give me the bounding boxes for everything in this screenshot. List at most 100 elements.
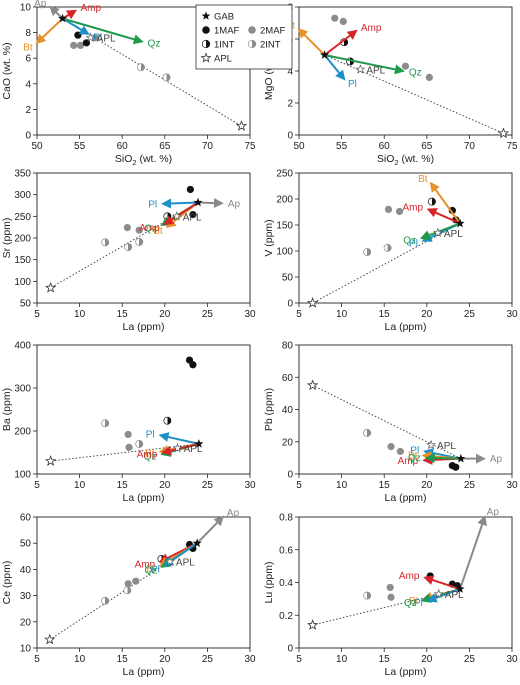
point-2maf xyxy=(123,224,131,232)
vector-label-amp: Amp xyxy=(135,560,156,571)
y-tick-label: 100 xyxy=(276,247,293,258)
plot-frame xyxy=(36,516,251,649)
legend-entry-2int: 2INT xyxy=(247,40,281,51)
x-tick-label: 75 xyxy=(244,141,256,152)
x-axis-title: La (ppm) xyxy=(384,492,426,504)
y-axis-title: Ba (ppm) xyxy=(1,388,13,431)
vector-label-bt: Bt xyxy=(23,42,33,53)
y-tick-label: 10 xyxy=(20,3,32,14)
y-tick-label: 150 xyxy=(276,221,293,232)
x-tick-label: 15 xyxy=(379,480,391,491)
y-tick-label: 30 xyxy=(20,591,32,602)
x-tick-label: 20 xyxy=(421,309,433,320)
y-tick-label: 6 xyxy=(25,54,31,65)
x-axis-title: La (ppm) xyxy=(384,321,426,333)
point-2int xyxy=(383,243,392,252)
legend-entry-2maf: 2MAF xyxy=(248,26,286,37)
vector-pl xyxy=(62,17,90,35)
point-2maf xyxy=(386,583,394,592)
x-tick-label: 20 xyxy=(159,654,171,665)
plot-frame xyxy=(36,172,251,304)
apl-point xyxy=(171,211,182,221)
point-2int xyxy=(136,63,145,72)
vector-label-bt: Bt xyxy=(153,226,163,237)
vector-label-ap: Ap xyxy=(227,508,240,519)
vector-bt xyxy=(429,181,461,225)
x-tick-label: 65 xyxy=(159,141,171,152)
x-tick-label: 15 xyxy=(117,309,129,320)
annotation-apl: APL xyxy=(184,444,203,455)
vector-label-pl: Pl xyxy=(151,564,160,575)
apl-point xyxy=(426,439,436,450)
y-tick-label: 250 xyxy=(14,212,31,223)
vector-pl xyxy=(158,432,200,445)
point-1maf xyxy=(448,206,456,215)
vector-pl xyxy=(323,54,346,81)
x-tick-label: 25 xyxy=(464,654,476,665)
vector-pl xyxy=(426,588,461,603)
point-2maf xyxy=(425,73,433,81)
vector-qz xyxy=(62,17,144,45)
vector-label-amp: Amp xyxy=(139,223,160,234)
y-tick-label: 60 xyxy=(20,513,32,524)
y-axis-title: Pb (ppm) xyxy=(263,388,275,431)
point-2maf xyxy=(125,443,133,451)
vector-bt xyxy=(35,17,64,45)
point-2maf xyxy=(132,577,140,585)
legend-symbol-half-dot xyxy=(201,39,211,49)
panel-mgo-vs-sio2: 50556065707502468SiO2 (wt. %)MgO (wt. %)… xyxy=(263,3,518,168)
apl-point xyxy=(172,443,183,453)
point-2int xyxy=(123,586,132,595)
x-tick-label: 10 xyxy=(336,654,348,665)
x-axis-title: La (ppm) xyxy=(122,666,164,678)
legend-label: 1MAF xyxy=(214,26,240,37)
vector-pl xyxy=(161,198,199,209)
x-tick-label: 5 xyxy=(34,480,40,491)
vector-ap xyxy=(459,515,487,590)
apl-endmember-star xyxy=(44,633,56,645)
y-tick-label: 8 xyxy=(25,28,31,39)
panel-ba-vs-la: 5 10 15 20 25 30 100 200 300 400 La (ppm) Ba (ppm) P… xyxy=(1,341,256,505)
legend-symbol-dot xyxy=(202,26,210,34)
y-tick-label: 2 xyxy=(25,105,31,116)
vector-label-ap: Ap xyxy=(228,199,241,210)
point-2maf xyxy=(331,14,339,22)
x-tick-label: 5 xyxy=(296,654,302,665)
panel-v-vs-la: 5 10 15 20 25 30 0 50 100 150 200 250 La (ppm) V (ppm… xyxy=(263,169,518,334)
legend-entry-1int: 1INT xyxy=(201,39,235,51)
annotation-apl: APL xyxy=(176,558,195,569)
y-tick-label: 300 xyxy=(14,190,31,201)
legend-symbol-star xyxy=(201,11,211,20)
x-tick-label: 50 xyxy=(293,141,305,152)
x-tick-label: 25 xyxy=(464,309,476,320)
x-tick-label: 15 xyxy=(379,309,391,320)
x-tick-label: 20 xyxy=(159,309,171,320)
panel-pb-vs-la: 5 10 15 20 25 30 0 20 40 60 80 La (ppm) Pb (ppm) Ap Pl… xyxy=(263,341,518,505)
y-tick-label: 200 xyxy=(276,195,293,206)
legend-label: APL xyxy=(214,54,232,65)
point-2maf xyxy=(395,207,404,216)
x-axis-title: La (ppm) xyxy=(384,666,426,678)
vector-label-qz: Qz xyxy=(144,451,157,462)
gab-star xyxy=(319,50,330,59)
y-tick-label: 0.2 xyxy=(279,611,293,622)
y-axis-title: Lu (ppm) xyxy=(263,561,275,603)
x-axis-title-subscript: 2 xyxy=(394,158,398,167)
x-tick-label: 30 xyxy=(506,309,518,320)
vector-ap xyxy=(197,198,224,209)
x-tick-label: 25 xyxy=(202,654,214,665)
plot-frame xyxy=(298,6,513,136)
vector-amp xyxy=(323,29,358,56)
vector-label-ap: Ap xyxy=(487,507,500,518)
apl-point xyxy=(355,64,366,74)
annotation-apl: APL xyxy=(437,441,456,452)
y-tick-label: 400 xyxy=(14,341,31,352)
plot-frame xyxy=(298,344,513,475)
point-1maf xyxy=(189,361,197,369)
y-tick-label: 250 xyxy=(276,169,293,180)
point-2int xyxy=(135,237,144,246)
annotation-apl: APL xyxy=(183,212,202,223)
apl-point xyxy=(432,227,443,238)
point-2maf xyxy=(91,34,99,42)
